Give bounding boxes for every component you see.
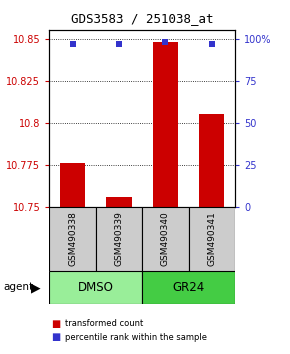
Bar — [188, 207, 235, 271]
Text: GSM490341: GSM490341 — [207, 212, 216, 266]
Bar — [96, 207, 142, 271]
Text: ▶: ▶ — [31, 281, 41, 294]
Text: ■: ■ — [51, 332, 60, 342]
Bar — [199, 114, 224, 207]
Text: percentile rank within the sample: percentile rank within the sample — [65, 332, 207, 342]
Text: GSM490339: GSM490339 — [114, 211, 124, 267]
Text: GSM490340: GSM490340 — [161, 212, 170, 266]
Text: ■: ■ — [51, 319, 60, 329]
Bar — [60, 163, 85, 207]
Bar — [142, 271, 235, 304]
Text: GDS3583 / 251038_at: GDS3583 / 251038_at — [71, 12, 213, 25]
Bar — [142, 207, 188, 271]
Bar — [106, 197, 132, 207]
Text: transformed count: transformed count — [65, 319, 144, 329]
Bar — [49, 207, 96, 271]
Text: DMSO: DMSO — [78, 281, 114, 294]
Bar — [49, 271, 142, 304]
Bar — [153, 42, 178, 207]
Text: agent: agent — [3, 282, 33, 292]
Text: GSM490338: GSM490338 — [68, 211, 77, 267]
Text: GR24: GR24 — [172, 281, 205, 294]
